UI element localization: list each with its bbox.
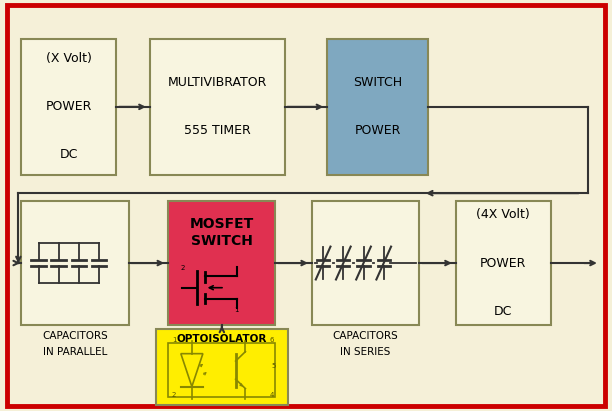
Text: 1: 1 <box>234 307 239 312</box>
Text: 555 TIMER: 555 TIMER <box>184 125 251 137</box>
Bar <box>168 201 275 325</box>
Text: 2: 2 <box>180 266 185 271</box>
Text: POWER: POWER <box>355 125 401 137</box>
Text: (4X Volt): (4X Volt) <box>477 208 530 222</box>
Text: POWER: POWER <box>480 256 526 270</box>
Text: IN PARALLEL: IN PARALLEL <box>43 347 107 357</box>
Bar <box>327 39 428 175</box>
Text: CAPACITORS: CAPACITORS <box>42 331 108 341</box>
Text: OPTOISOLATOR: OPTOISOLATOR <box>177 334 267 344</box>
Text: SWITCH: SWITCH <box>353 76 403 89</box>
Text: 4: 4 <box>269 392 274 398</box>
Text: MULTIVIBRATOR: MULTIVIBRATOR <box>168 76 267 89</box>
Text: 6: 6 <box>269 337 274 343</box>
Text: 2: 2 <box>172 392 176 398</box>
Bar <box>150 39 285 175</box>
Bar <box>312 201 419 325</box>
Bar <box>456 201 551 325</box>
Text: 1: 1 <box>172 337 176 343</box>
Text: MOSFET: MOSFET <box>190 217 254 231</box>
Bar <box>156 329 288 405</box>
Text: DC: DC <box>494 305 513 318</box>
Text: CAPACITORS: CAPACITORS <box>333 331 398 341</box>
Text: 5: 5 <box>272 363 276 369</box>
Text: SWITCH: SWITCH <box>191 234 253 248</box>
Bar <box>21 39 116 175</box>
Bar <box>168 343 275 397</box>
Text: IN SERIES: IN SERIES <box>340 347 391 357</box>
Bar <box>21 201 129 325</box>
Text: (X Volt): (X Volt) <box>46 52 92 65</box>
Text: POWER: POWER <box>46 100 92 113</box>
Text: DC: DC <box>59 148 78 162</box>
